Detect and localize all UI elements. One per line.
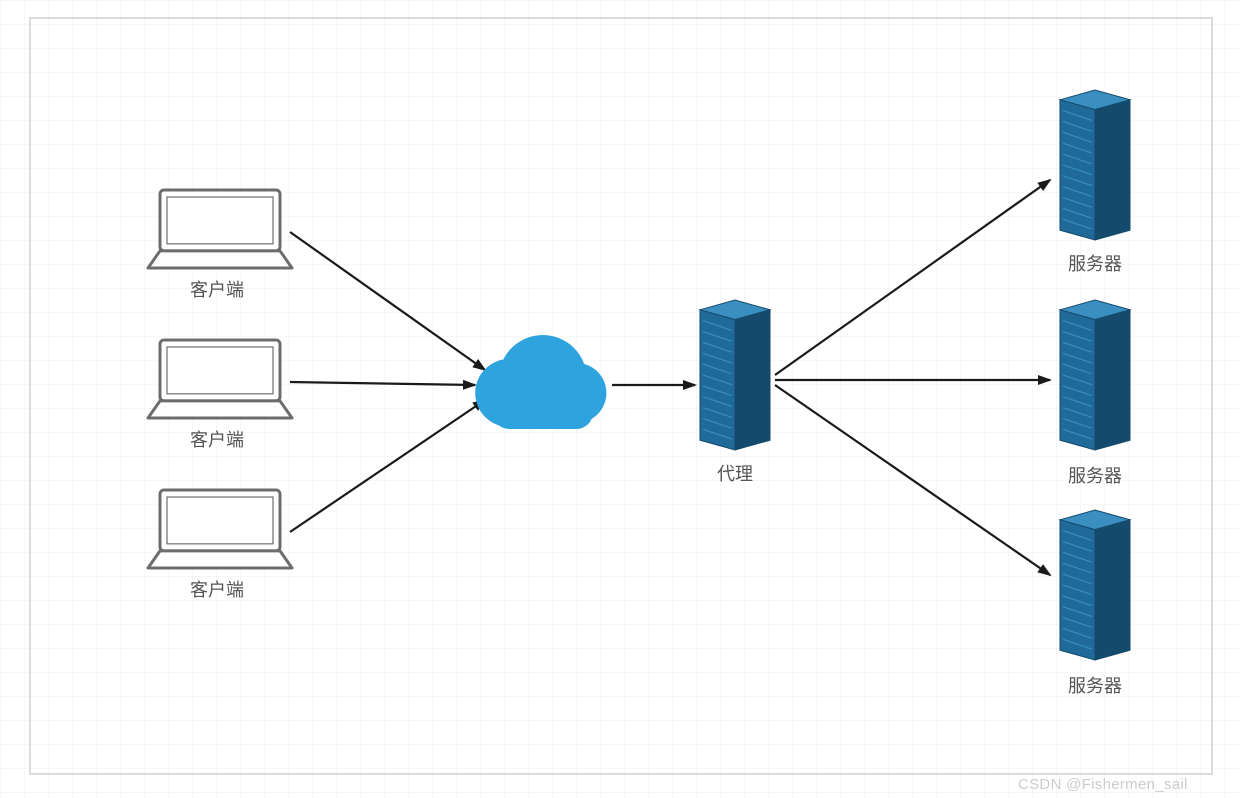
node-label: 客户端	[190, 576, 244, 602]
server-icon	[1060, 510, 1130, 660]
laptop-icon	[148, 190, 292, 268]
server-icon	[1060, 300, 1130, 450]
node-label: 代理	[717, 460, 753, 486]
server-icon	[700, 300, 770, 450]
node-label: 客户端	[190, 276, 244, 302]
node-label: 客户端	[190, 426, 244, 452]
node-label: 服务器	[1068, 250, 1122, 276]
laptop-icon	[148, 490, 292, 568]
watermark: CSDN @Fishermen_sail	[1018, 776, 1188, 793]
node-label: 服务器	[1068, 672, 1122, 698]
laptop-icon	[148, 340, 292, 418]
server-icon	[1060, 90, 1130, 240]
node-label: 服务器	[1068, 462, 1122, 488]
diagram-canvas: 客户端客户端客户端代理服务器服务器服务器 CSDN @Fishermen_sai…	[0, 0, 1240, 798]
diagram-svg	[0, 0, 1240, 798]
